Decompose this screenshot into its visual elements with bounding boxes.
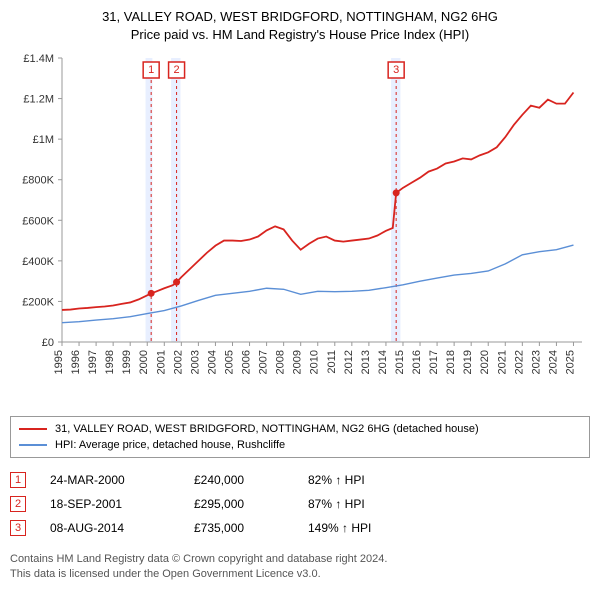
sales-row-date: 08-AUG-2014 <box>50 521 170 535</box>
x-tick-label: 2024 <box>547 350 559 374</box>
sale-marker-number: 2 <box>174 64 180 76</box>
shading-band <box>171 58 180 342</box>
x-tick-label: 2021 <box>496 350 508 374</box>
x-tick-label: 1997 <box>87 350 99 374</box>
sales-row-date: 24-MAR-2000 <box>50 473 170 487</box>
sales-row-marker: 1 <box>10 472 26 488</box>
y-tick-label: £1.4M <box>23 53 54 65</box>
x-tick-label: 2007 <box>258 350 270 374</box>
sale-marker-number: 1 <box>148 64 154 76</box>
x-tick-label: 2016 <box>411 350 423 374</box>
footnote-line-1: Contains HM Land Registry data © Crown c… <box>10 552 590 567</box>
chart-title: 31, VALLEY ROAD, WEST BRIDGFORD, NOTTING… <box>10 8 590 44</box>
x-tick-label: 2010 <box>309 350 321 374</box>
title-line-1: 31, VALLEY ROAD, WEST BRIDGFORD, NOTTING… <box>10 8 590 26</box>
x-tick-label: 2013 <box>360 350 372 374</box>
x-tick-label: 2022 <box>513 350 525 374</box>
sale-marker-number: 3 <box>393 64 399 76</box>
x-tick-label: 2002 <box>172 350 184 374</box>
x-tick-label: 2005 <box>223 350 235 374</box>
y-tick-label: £1M <box>33 135 54 147</box>
y-tick-label: £0 <box>42 337 54 349</box>
legend-label: 31, VALLEY ROAD, WEST BRIDGFORD, NOTTING… <box>55 423 479 435</box>
x-tick-label: 2023 <box>530 350 542 374</box>
x-tick-label: 2004 <box>206 350 218 374</box>
sales-row-price: £295,000 <box>194 497 284 511</box>
sales-table: 1 24-MAR-2000 £240,000 82% ↑ HPI 2 18-SEP-200… <box>10 468 590 540</box>
sales-row: 1 24-MAR-2000 £240,000 82% ↑ HPI <box>10 468 590 492</box>
sales-row: 3 08-AUG-2014 £735,000 149% ↑ HPI <box>10 516 590 540</box>
x-tick-label: 2015 <box>394 350 406 374</box>
sales-row: 2 18-SEP-2001 £295,000 87% ↑ HPI <box>10 492 590 516</box>
x-tick-label: 2020 <box>479 350 491 374</box>
sales-row-price: £240,000 <box>194 473 284 487</box>
x-tick-label: 2025 <box>564 350 576 374</box>
title-line-2: Price paid vs. HM Land Registry's House … <box>10 26 590 44</box>
y-tick-label: £1.2M <box>23 94 54 106</box>
series-hpi <box>62 245 573 323</box>
footnote-line-2: This data is licensed under the Open Gov… <box>10 567 590 582</box>
legend-swatch <box>19 444 47 446</box>
x-tick-label: 1995 <box>53 350 65 374</box>
x-tick-label: 2012 <box>343 350 355 374</box>
x-tick-label: 2014 <box>377 350 389 374</box>
x-tick-label: 2009 <box>292 350 304 374</box>
sales-row-marker: 2 <box>10 496 26 512</box>
legend-item: 31, VALLEY ROAD, WEST BRIDGFORD, NOTTING… <box>19 421 581 437</box>
sales-row-date: 18-SEP-2001 <box>50 497 170 511</box>
x-tick-label: 2011 <box>326 350 338 374</box>
y-tick-label: £200K <box>22 297 54 309</box>
x-tick-label: 1999 <box>121 350 133 374</box>
legend: 31, VALLEY ROAD, WEST BRIDGFORD, NOTTING… <box>10 416 590 458</box>
y-tick-label: £400K <box>22 256 54 268</box>
x-tick-label: 2003 <box>189 350 201 374</box>
series-property <box>62 93 573 310</box>
sales-row-marker: 3 <box>10 520 26 536</box>
sales-row-delta: 87% ↑ HPI <box>308 497 365 511</box>
x-tick-label: 1996 <box>70 350 82 374</box>
x-tick-label: 2018 <box>445 350 457 374</box>
x-tick-label: 2006 <box>241 350 253 374</box>
chart-container: { "title": { "line1": "31, VALLEY ROAD, … <box>0 0 600 592</box>
chart-plot: £0 £200K £400K £600K £800K £1M £1.2M £1.4M 1995 1… <box>10 50 590 410</box>
legend-label: HPI: Average price, detached house, Rush… <box>55 439 285 451</box>
chart-svg: £0 £200K £400K £600K £800K £1M £1.2M £1.4M 1995 1… <box>10 50 590 410</box>
x-tick-label: 2019 <box>462 350 474 374</box>
y-tick-label: £800K <box>22 175 54 187</box>
x-tick-label: 2008 <box>275 350 287 374</box>
x-tick-label: 2000 <box>138 350 150 374</box>
sales-row-price: £735,000 <box>194 521 284 535</box>
footnote: Contains HM Land Registry data © Crown c… <box>10 552 590 582</box>
legend-item: HPI: Average price, detached house, Rush… <box>19 437 581 453</box>
x-tick-label: 2001 <box>155 350 167 374</box>
sales-row-delta: 149% ↑ HPI <box>308 521 371 535</box>
x-tick-label: 1998 <box>104 350 116 374</box>
sales-row-delta: 82% ↑ HPI <box>308 473 365 487</box>
x-tick-label: 2017 <box>428 350 440 374</box>
legend-swatch <box>19 428 47 430</box>
y-tick-label: £600K <box>22 216 54 228</box>
